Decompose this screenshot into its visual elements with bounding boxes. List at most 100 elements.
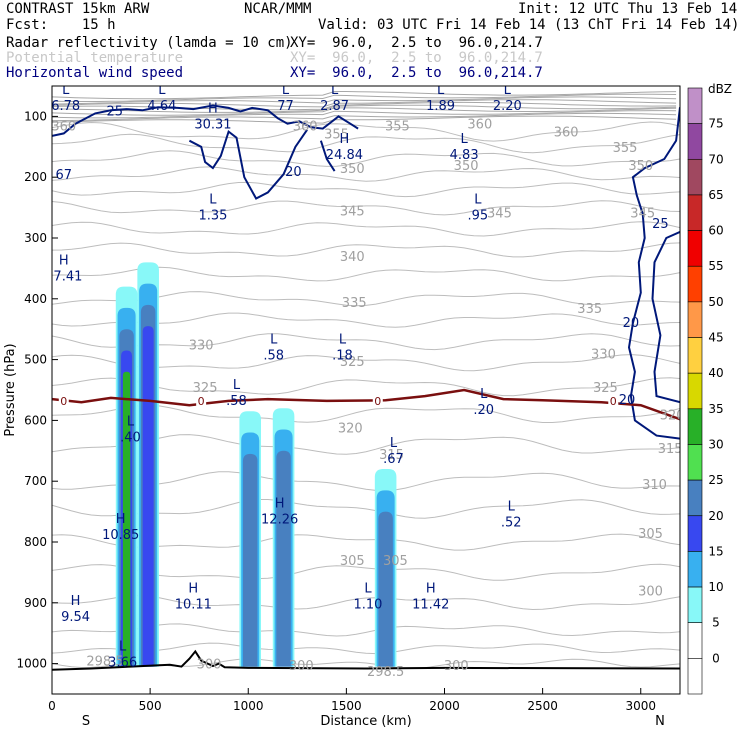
- theta-label: 305: [340, 554, 365, 569]
- colorbar-level-label: 30: [708, 437, 723, 451]
- theta-label: 350: [340, 162, 365, 177]
- extremum-value-label: .58: [226, 394, 247, 409]
- extremum-kind-label: L: [480, 387, 488, 402]
- theta-isentrope: [52, 104, 677, 113]
- extremum-value-label: 30.31: [194, 117, 231, 132]
- colorbar-swatch: [687, 444, 703, 481]
- init-time: Init: 12 UTC Thu 13 Feb 14: [518, 1, 738, 17]
- extremum-value-label: 11.42: [412, 598, 449, 613]
- theta-label: 300: [444, 659, 469, 674]
- colorbar-swatch: [687, 87, 703, 124]
- freezing-level-label: 0: [198, 395, 205, 408]
- extremum-kind-label: L: [437, 83, 445, 98]
- theta-isentrope: [52, 221, 680, 237]
- theta-label: 300: [638, 585, 663, 600]
- valid-time: Valid: 03 UTC Fri 14 Feb 14 (13 ChT Fri …: [318, 17, 740, 33]
- extremum-kind-label: H: [208, 101, 218, 116]
- colorbar-level-label: 40: [708, 366, 723, 380]
- colorbar-swatch: [687, 158, 703, 196]
- theta-isentrope: [52, 181, 680, 198]
- extremum-kind-label: L: [461, 132, 469, 147]
- theta-isentrope: [52, 133, 680, 154]
- theta-label: 360: [51, 120, 76, 135]
- extremum-value-label: 10.11: [175, 598, 212, 613]
- extremum-kind-label: L: [390, 436, 398, 451]
- x-tick-label: 1500: [331, 699, 362, 713]
- extremum-kind-label: L: [119, 639, 127, 654]
- theta-isentrope: [52, 96, 677, 105]
- x-tick-label: 3000: [625, 699, 656, 713]
- colorbar-level-label: 5: [712, 616, 720, 630]
- extremum-value-label: 4.83: [450, 148, 479, 163]
- y-tick-label: 600: [24, 413, 47, 427]
- extremum-value-label: 1.89: [426, 99, 455, 114]
- extremum-value-label: 24.84: [326, 148, 363, 163]
- forecast-hour: Fcst: 15 h: [6, 17, 116, 33]
- reflectivity-column: [242, 453, 258, 667]
- theta-label: 335: [342, 296, 367, 311]
- reflectivity-column: [378, 511, 393, 667]
- extremum-value-label: .20: [473, 403, 494, 418]
- colorbar-level-label: 65: [708, 188, 723, 202]
- theta-label: 360: [467, 118, 492, 133]
- wind-label: 20: [619, 393, 636, 408]
- extremum-kind-label: L: [508, 500, 516, 515]
- extremum-kind-label: H: [275, 497, 285, 512]
- extremum-value-label: 12.26: [261, 513, 298, 528]
- theta-label: 305: [638, 527, 663, 542]
- colorbar-level-label: 25: [708, 473, 723, 487]
- colorbar-level-label: 55: [708, 259, 723, 273]
- theta-label: 305: [383, 554, 408, 569]
- y-tick-label: 300: [24, 231, 47, 245]
- freezing-level-label: 0: [610, 395, 617, 408]
- model-name: CONTRAST 15km ARW: [6, 1, 150, 17]
- y-tick-label: 200: [24, 170, 47, 184]
- extremum-kind-label: H: [59, 253, 69, 268]
- y-tick-label: 800: [24, 535, 47, 549]
- wind-label: 20: [623, 316, 640, 331]
- colorbar-swatch: [687, 515, 703, 552]
- extremum-value-label: 6.78: [51, 99, 80, 114]
- freezing-level-line: [52, 388, 680, 421]
- theta-isentrope: [52, 121, 680, 142]
- extremum-kind-label: L: [127, 415, 135, 430]
- colorbar-swatch: [687, 123, 703, 160]
- theta-label: 335: [577, 302, 602, 317]
- x-end-label-north: N: [655, 714, 665, 729]
- terrain-line: [52, 649, 680, 671]
- colorbar-level-label: 35: [708, 402, 723, 416]
- theta-isentrope: [52, 150, 680, 167]
- x-tick-label: 2500: [527, 699, 558, 713]
- theta-label: 298.5: [86, 655, 123, 670]
- colorbar-level-label: 45: [708, 331, 723, 345]
- wind-speed-contour: [651, 230, 680, 404]
- theta-label: 355: [324, 127, 349, 142]
- y-axis-label: Pressure (hPa): [3, 343, 18, 436]
- plot-frame: [51, 85, 681, 695]
- extremum-value-label: 77: [277, 99, 294, 114]
- colorbar-swatch: [687, 301, 703, 338]
- extremum-value-label: .40: [120, 431, 141, 446]
- extremum-kind-label: H: [340, 132, 350, 147]
- theta-label: 300: [289, 659, 314, 674]
- y-tick-label: 700: [24, 474, 47, 488]
- theta-label: 350: [628, 159, 653, 174]
- field-theta-xy: XY= 96.0, 2.5 to 96.0,214.7: [290, 50, 543, 66]
- x-end-label-south: S: [82, 714, 90, 729]
- extremum-value-label: .95: [468, 209, 489, 224]
- colorbar-level-label: 70: [708, 152, 723, 166]
- extremum-kind-label: L: [158, 83, 166, 98]
- extremum-kind-label: L: [504, 83, 512, 98]
- colorbar-swatch: [687, 337, 703, 374]
- theta-isentrope: [52, 166, 680, 182]
- freezing-level-label: 0: [374, 395, 381, 408]
- colorbar-swatch: [687, 230, 703, 267]
- wind-speed-contour: [188, 129, 308, 200]
- wind-label: 25: [652, 217, 669, 232]
- theta-label: 345: [340, 205, 365, 220]
- extremum-value-label: 10.85: [102, 528, 139, 543]
- extremum-value-label: .52: [501, 516, 522, 531]
- field-reflectivity: Radar reflectivity (lamda = 10 cm): [6, 35, 293, 51]
- theta-label: 355: [385, 120, 410, 135]
- y-tick-label: 400: [24, 292, 47, 306]
